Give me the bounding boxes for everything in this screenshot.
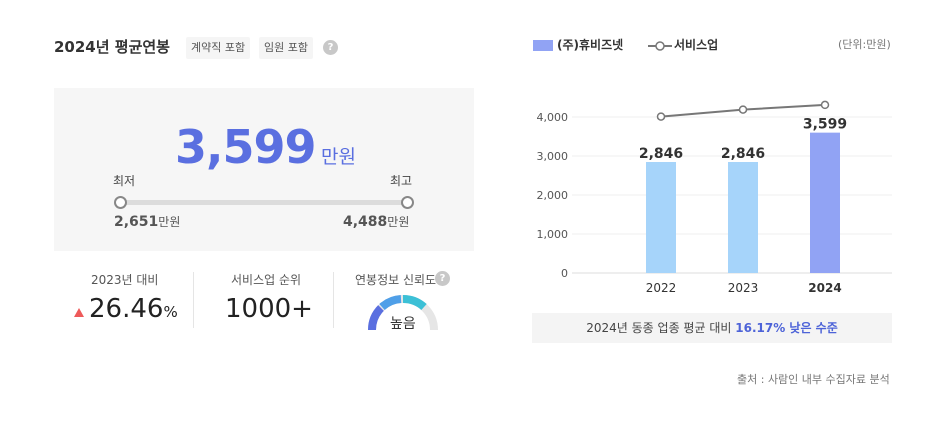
max-salary-unit: 만원: [387, 215, 410, 229]
x-tick-label: 2024: [808, 281, 841, 295]
average-salary-value: 3,599: [175, 120, 317, 174]
industry-point: [656, 112, 666, 121]
industry-rank-value: 1000+: [225, 294, 313, 324]
reliability-value: 높음: [390, 316, 416, 332]
company-legend-swatch: [533, 40, 553, 51]
industry-legend-swatch: [648, 41, 672, 51]
min-salary-value: 2,651: [114, 214, 159, 230]
y-tick-label: 1,000: [537, 228, 569, 241]
reliability-gauge-icon: [367, 294, 438, 331]
max-label: 최고: [390, 174, 413, 188]
source-text: 출처 : 사람인 내부 수집자료 분석: [737, 373, 890, 386]
industry-point: [738, 105, 748, 114]
bar-data-label: 2,846: [639, 146, 683, 162]
max-salary-value: 4,488: [343, 214, 388, 230]
salary-trend-chart: 4,000 3,000 2,000 1,000 0 2,846 2022 2,846 2023 3…: [537, 100, 892, 295]
bar-data-label: 2,846: [721, 146, 765, 162]
yoy-value: 26.46: [89, 294, 164, 324]
bar: [728, 162, 758, 273]
stat-divider: [193, 272, 194, 328]
y-tick-label: 3,000: [537, 150, 569, 163]
contract-included-tag: 계약직 포함: [186, 37, 251, 59]
company-legend-label: (주)휴비즈넷: [557, 38, 624, 52]
rank-label: 서비스업 순위: [231, 273, 302, 287]
x-tick-label: 2022: [646, 281, 677, 295]
min-knob: [114, 196, 127, 209]
bar: [810, 132, 840, 273]
page-title: 2024년 평균연봉: [54, 38, 170, 56]
industry-legend-label: 서비스업: [674, 38, 719, 52]
comparison-note-text: 2024년 동종 업종 평균 대비: [586, 321, 732, 335]
executive-included-tag: 임원 포함: [259, 37, 313, 59]
salary-summary-box: 3,599 만원 최저 최고 2,651만원 4,488만원: [54, 88, 474, 251]
reliability-help-icon[interactable]: ?: [435, 271, 450, 286]
comparison-note-highlight: 16.17% 낮은 수준: [735, 321, 838, 335]
yoy-unit: %: [163, 303, 178, 321]
max-salary: 4,488만원: [343, 213, 409, 230]
min-salary-unit: 만원: [158, 215, 181, 229]
stat-divider: [333, 272, 334, 328]
average-salary-unit: 만원: [321, 146, 356, 168]
help-icon[interactable]: ?: [323, 40, 338, 55]
min-label: 최저: [113, 174, 136, 188]
reliability-label: 연봉정보 신뢰도: [355, 273, 437, 287]
unit-note: (단위:만원): [838, 38, 891, 51]
min-salary: 2,651만원: [114, 213, 180, 230]
comparison-note: 2024년 동종 업종 평균 대비 16.17% 낮은 수준: [532, 313, 892, 343]
bar-data-label: 3,599: [803, 117, 847, 133]
bar: [646, 162, 676, 273]
x-tick-label: 2023: [728, 281, 759, 295]
y-tick-label: 2,000: [537, 189, 569, 202]
salary-range-track: [120, 200, 408, 205]
increase-arrow-icon: [74, 308, 84, 317]
y-tick-label: 0: [561, 267, 568, 280]
max-knob: [401, 196, 414, 209]
yoy-change: 26.46%: [89, 294, 178, 324]
yoy-label: 2023년 대비: [91, 273, 159, 287]
y-tick-label: 4,000: [537, 111, 569, 124]
industry-point: [820, 100, 830, 110]
